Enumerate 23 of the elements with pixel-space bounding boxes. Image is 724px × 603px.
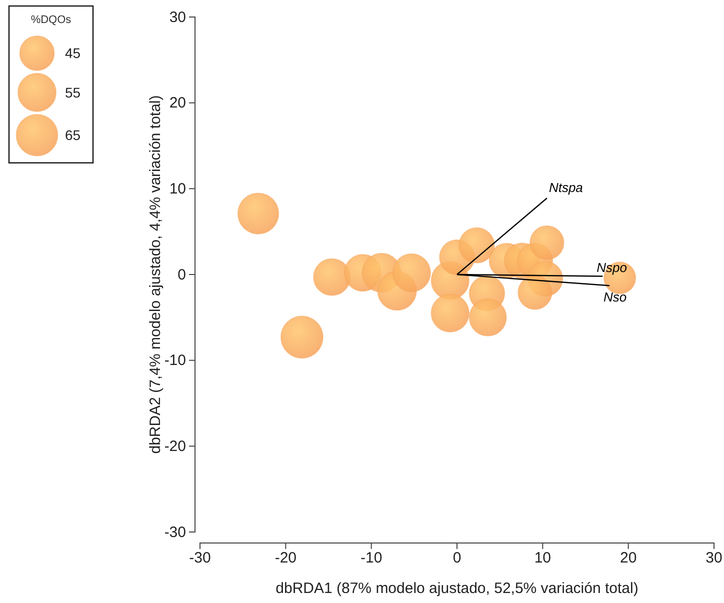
x-tick-label: 30	[706, 550, 722, 567]
x-axis-title: dbRDA1 (87% modelo ajustado, 52,5% variación total)	[276, 580, 638, 597]
legend-label: 55	[65, 84, 81, 100]
legend-title: %DQOs	[30, 14, 72, 26]
x-tick-label: 0	[452, 550, 462, 567]
x-tick-label: -30	[189, 550, 211, 567]
x-tick-label: 10	[534, 550, 552, 567]
y-tick-label: -30	[164, 524, 186, 541]
y-tick-label: -20	[164, 438, 186, 455]
x-tick-label: -20	[274, 550, 297, 567]
series-label: Ntspa	[548, 180, 583, 196]
y-tick-label: 30	[169, 8, 186, 26]
series-label: Nspo	[596, 260, 627, 276]
legend-label: 65	[65, 127, 81, 144]
legend-label: 45	[65, 45, 81, 62]
y-tick-label: 10	[169, 180, 186, 198]
x-tick-label: -10	[360, 550, 382, 567]
x-tick-label: 20	[620, 550, 637, 567]
y-tick-label: -10	[164, 352, 186, 370]
series-label: Nso	[603, 290, 627, 305]
y-axis-title: dbRDA2 (7,4% modelo ajustado, 4,4% variación total)	[147, 95, 164, 454]
y-tick-label: 20	[169, 94, 186, 112]
y-tick-label: 0	[178, 266, 186, 284]
